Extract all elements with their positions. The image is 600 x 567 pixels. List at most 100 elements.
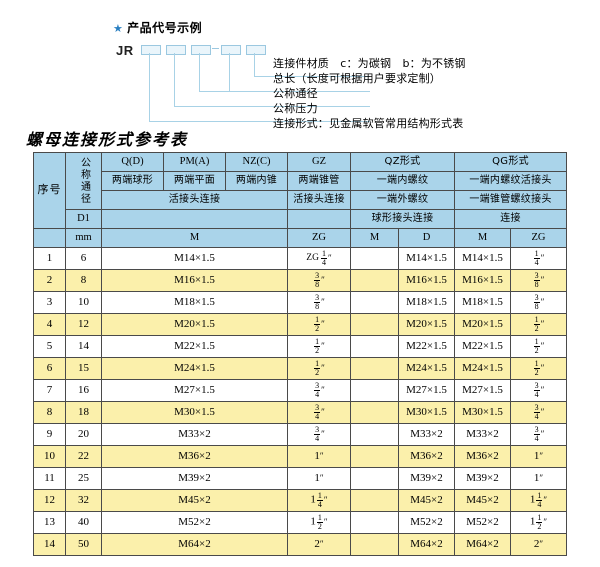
inch-mark: ″: [319, 450, 324, 461]
fraction-denominator: 2: [537, 522, 542, 531]
inch-mark: ″: [540, 296, 545, 307]
leader-line-material-horizontal: [254, 76, 370, 77]
cell-qz-m: [350, 445, 399, 468]
cell-qg-m: M20×1.5: [454, 313, 512, 336]
table-body: 1 6 M14×1.5 ZG 1 4 ″ M14×1.5 M14×1.5 1 4 ″ 2 8 M16×1.5…: [33, 247, 568, 556]
cell-qg-zg: 2″: [510, 533, 568, 556]
fraction-numerator: 3: [314, 271, 321, 281]
cell-qz-m: [350, 379, 399, 402]
cell-nominal-bore: 50: [65, 533, 102, 556]
thread-prefix: ZG: [306, 252, 319, 263]
cell-thread-m-left: M30×1.5: [101, 401, 288, 424]
fraction-denominator: 4: [534, 258, 539, 267]
inch-mark: ″: [321, 384, 325, 395]
header-unit-m-qz: M: [350, 228, 399, 248]
cell-nominal-bore: 18: [65, 401, 102, 424]
header-bore-mm: mm: [65, 228, 102, 248]
cell-gz-size: ZG 1 4 ″: [287, 247, 351, 270]
cell-qg-zg: 1 2 ″: [510, 335, 568, 358]
header-unit-m-left: M: [101, 228, 288, 248]
leader-line-conntype-vertical: [149, 53, 150, 121]
cell-qz-m: [350, 335, 399, 358]
cell-seq: 8: [33, 401, 66, 424]
fraction-numerator: 1: [320, 249, 327, 259]
cell-qg-zg: 3 4 ″: [510, 379, 568, 402]
cell-qz-m: [350, 269, 399, 292]
callout-label-material: 连接件材质 c：为碳钢 b：为不锈钢: [273, 57, 466, 70]
inch-mark: ″: [319, 472, 324, 483]
header-nominal-bore: 公称通径: [65, 152, 102, 210]
cell-gz-size: 1 1 2 ″: [287, 511, 351, 534]
fraction-denominator: 4: [534, 390, 539, 399]
inch-mark: ″: [539, 472, 544, 483]
header-row-desc2: 活接头连接 活接头连接 一端外螺纹 一端锥管螺纹接头: [34, 190, 568, 210]
cell-gz-size: 1 2 ″: [287, 335, 351, 358]
cell-qz-d: M45×2: [397, 489, 456, 512]
cell-gz-size: 1″: [287, 445, 351, 468]
cell-qg-zg: 1 1 2 ″: [510, 511, 568, 534]
table-row: 10 22 M36×2 1″ M36×2 M36×2 1″: [33, 445, 568, 468]
header-code-nzc: NZ(C): [225, 152, 288, 172]
header-row4-qz: 球形接头连接: [349, 209, 456, 229]
fraction-denominator: 2: [534, 346, 539, 355]
code-box-2: [166, 45, 186, 55]
header-unit-m-qg: M: [454, 228, 512, 248]
header-seq: 序号: [33, 152, 66, 229]
fraction-numerator: 3: [533, 425, 540, 435]
inch-mark: ″: [323, 494, 328, 505]
inch-mark: ″: [321, 362, 325, 373]
cell-gz-size: 1 1 4 ″: [287, 489, 351, 512]
fraction-numerator: 3: [533, 403, 540, 413]
code-prefix-jr: JR: [116, 43, 134, 58]
callout-label-connection-type: 连接形式：见金属软管常用结构形式表: [273, 117, 464, 130]
cell-qz-m: [350, 423, 399, 446]
inch-mark: ″: [543, 494, 548, 505]
cell-qg-m: M45×2: [454, 489, 512, 512]
header-desc-gz: 两端锥管: [287, 171, 351, 191]
header-row4-qg: 连接: [454, 209, 568, 229]
header-unit-d-qz: D: [397, 228, 456, 248]
cell-nominal-bore: 25: [65, 467, 102, 490]
fraction-numerator: 1: [316, 513, 323, 523]
cell-nominal-bore: 20: [65, 423, 102, 446]
fraction-denominator: 4: [317, 500, 322, 509]
cell-qg-m: M18×1.5: [454, 291, 512, 314]
cell-qg-m: M36×2: [454, 445, 512, 468]
code-box-1: [141, 45, 161, 55]
header-row-units: mm M ZG M D M ZG: [33, 228, 568, 248]
cell-qz-d: M64×2: [397, 533, 456, 556]
nut-connection-spec-table: 序号 公称通径 Q(D) PM(A) NZ(C) GZ QZ形式 QG形式 两端…: [33, 152, 568, 556]
cell-thread-m-left: M27×1.5: [101, 379, 288, 402]
cell-qz-d: M27×1.5: [397, 379, 456, 402]
leader-line-material-vertical: [254, 53, 255, 76]
fraction-numerator: 1: [536, 491, 543, 501]
product-code-heading: ★ 产品代号示例: [113, 19, 202, 36]
table-row: 5 14 M22×1.5 1 2 ″ M22×1.5 M22×1.5 1 2 ″: [33, 335, 568, 358]
whole-number: 1: [314, 471, 320, 484]
cell-gz-size: 1″: [287, 467, 351, 490]
fraction-denominator: 4: [534, 412, 539, 421]
fraction-denominator: 8: [315, 302, 320, 311]
inch-mark: ″: [540, 318, 545, 329]
inch-mark: ″: [540, 362, 545, 373]
whole-number: 1: [310, 493, 316, 506]
table-row: 13 40 M52×2 1 1 2 ″ M52×2 M52×2 1 1 2 ″: [33, 511, 568, 534]
header-bore-d1: D1: [65, 209, 102, 229]
spec-table-container: 序号 公称通径 Q(D) PM(A) NZ(C) GZ QZ形式 QG形式 两端…: [33, 152, 568, 556]
code-box-4: [221, 45, 241, 55]
fraction-denominator: 2: [315, 346, 320, 355]
inch-mark: ″: [321, 406, 325, 417]
whole-number: 1: [310, 515, 316, 528]
cell-gz-size: 1 2 ″: [287, 313, 351, 336]
fraction-numerator: 1: [533, 337, 540, 347]
table-row: 3 10 M18×1.5 3 8 ″ M18×1.5 M18×1.5 3 8 ″: [33, 291, 568, 314]
fraction-denominator: 4: [537, 500, 542, 509]
cell-seq: 6: [33, 357, 66, 380]
table-row: 9 20 M33×2 3 4 ″ M33×2 M33×2 3 4 ″: [33, 423, 568, 446]
cell-gz-size: 1 2 ″: [287, 357, 351, 380]
